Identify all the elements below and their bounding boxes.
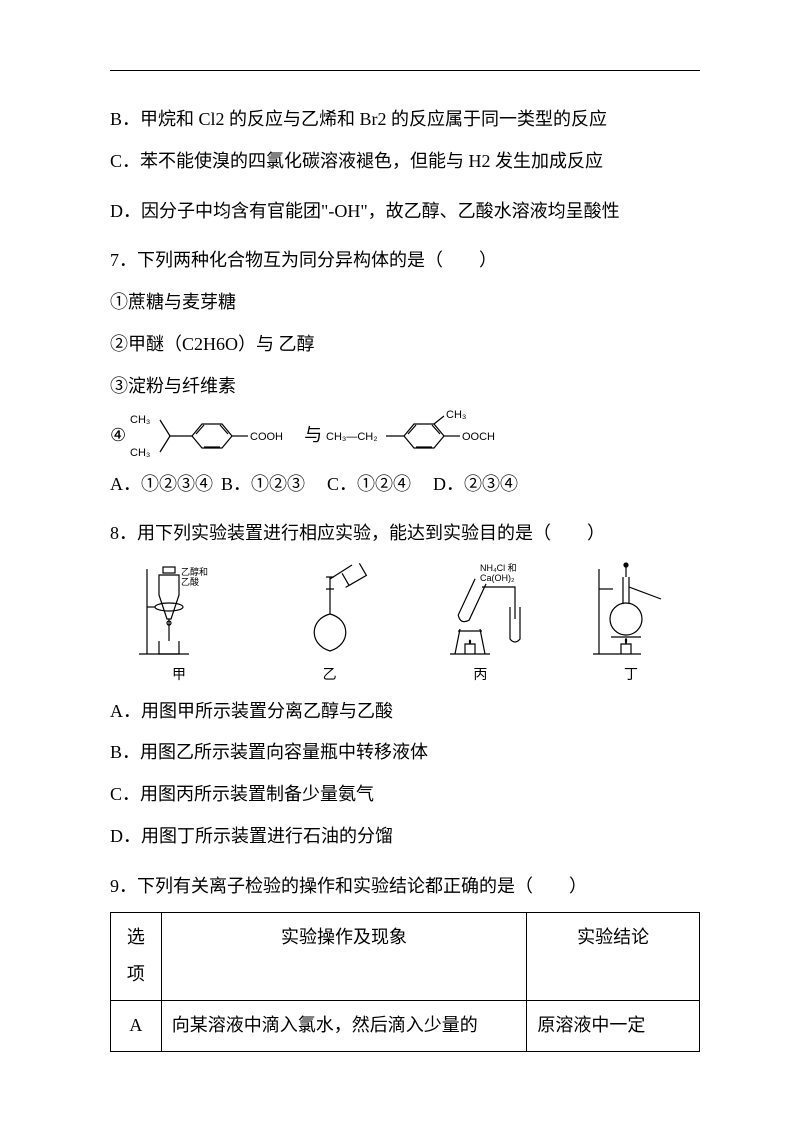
q7-sub3: ③淀粉与纤维素 bbox=[110, 368, 700, 406]
option-6b: B．甲烷和 Cl2 的反应与乙烯和 Br2 的反应属于同一类型的反应 bbox=[110, 101, 700, 139]
table-row-A: A 向某溶液中滴入氯水，然后滴入少量的 原溶液中一定 bbox=[111, 1001, 700, 1052]
option-6c: C．苯不能使溴的四氯化碳溶液褪色，但能与 H2 发生加成反应 bbox=[110, 143, 700, 181]
q7-optA: A．①②③④ bbox=[110, 466, 213, 504]
q7-options: A．①②③④ B．①②③ C．①②④ D．②③④ bbox=[110, 466, 700, 504]
svg-text:CH₃: CH₃ bbox=[130, 414, 150, 426]
chem-structure-right: CH₃—CH₂ CH₃ OOCH bbox=[326, 410, 526, 462]
svg-text:CH₃—CH₂: CH₃—CH₂ bbox=[326, 431, 378, 443]
q8-optA: A．用图甲所示装置分离乙醇与乙酸 bbox=[110, 693, 700, 731]
svg-text:OOCH: OOCH bbox=[462, 431, 495, 443]
q9-table: 选项 实验操作及现象 实验结论 A 向某溶液中滴入氯水，然后滴入少量的 原溶液中… bbox=[110, 912, 700, 1052]
apparatus-bing-label: 丙 bbox=[473, 661, 487, 690]
apparatus-ding: 丁 bbox=[566, 559, 696, 690]
svg-text:乙醇和: 乙醇和 bbox=[181, 566, 208, 577]
q8-apparatus-row: 乙醇和 乙酸 甲 乙 bbox=[110, 559, 700, 690]
svg-text:Ca(OH)₂: Ca(OH)₂ bbox=[480, 573, 515, 583]
q7-optB: B．①②③ bbox=[221, 466, 305, 504]
svg-text:乙酸: 乙酸 bbox=[181, 577, 199, 587]
q9-stem: 9．下列有关离子检验的操作和实验结论都正确的是（ ） bbox=[110, 868, 700, 906]
q8-stem: 8．用下列实验装置进行相应实验，能达到实验目的是（ ） bbox=[110, 515, 700, 553]
q8-optD: D．用图丁所示装置进行石油的分馏 bbox=[110, 818, 700, 856]
chem-structure-left: CH₃ CH₃ COOH bbox=[130, 410, 300, 462]
apparatus-jia-label: 甲 bbox=[172, 661, 186, 690]
svg-text:NH₄Cl 和: NH₄Cl 和 bbox=[480, 563, 517, 573]
svg-text:CH₃: CH₃ bbox=[130, 447, 150, 459]
apparatus-jia: 乙醇和 乙酸 甲 bbox=[114, 559, 244, 690]
q9-th1: 选项 bbox=[111, 912, 162, 1001]
q8-optC: C．用图丙所示装置制备少量氨气 bbox=[110, 776, 700, 814]
apparatus-yi: 乙 bbox=[265, 559, 395, 690]
q8-optB: B．用图乙所示装置向容量瓶中转移液体 bbox=[110, 734, 700, 772]
table-header-row: 选项 实验操作及现象 实验结论 bbox=[111, 912, 700, 1001]
q7-optC: C．①②④ bbox=[327, 466, 411, 504]
apparatus-yi-label: 乙 bbox=[323, 661, 337, 690]
page-top-rule bbox=[110, 70, 700, 71]
apparatus-bing: NH₄Cl 和 Ca(OH)₂ 丙 bbox=[415, 559, 545, 690]
apparatus-ding-label: 丁 bbox=[624, 661, 638, 690]
svg-text:COOH: COOH bbox=[250, 431, 283, 443]
q7-sub4-mid: 与 bbox=[304, 417, 322, 455]
svg-text:CH₃: CH₃ bbox=[446, 410, 466, 421]
option-6d: D．因分子中均含有官能团"-OH"，故乙醇、乙酸水溶液均呈酸性 bbox=[110, 193, 700, 231]
q7-optD: D．②③④ bbox=[433, 466, 518, 504]
q7-stem: 7．下列两种化合物互为同分异构体的是（ ） bbox=[110, 242, 700, 280]
q7-sub1: ①蔗糖与麦芽糖 bbox=[110, 284, 700, 322]
q9-A-c3: 原溶液中一定 bbox=[527, 1001, 700, 1052]
q7-sub4-row: ④ CH₃ CH₃ COOH 与 bbox=[110, 410, 700, 462]
q9-th3: 实验结论 bbox=[527, 912, 700, 1001]
q7-sub4-prefix: ④ bbox=[110, 417, 126, 455]
q7-sub2: ②甲醚（C2H6O）与 乙醇 bbox=[110, 326, 700, 364]
q9-A-c2: 向某溶液中滴入氯水，然后滴入少量的 bbox=[161, 1001, 527, 1052]
q9-A-c1: A bbox=[111, 1001, 162, 1052]
q9-th2: 实验操作及现象 bbox=[161, 912, 527, 1001]
